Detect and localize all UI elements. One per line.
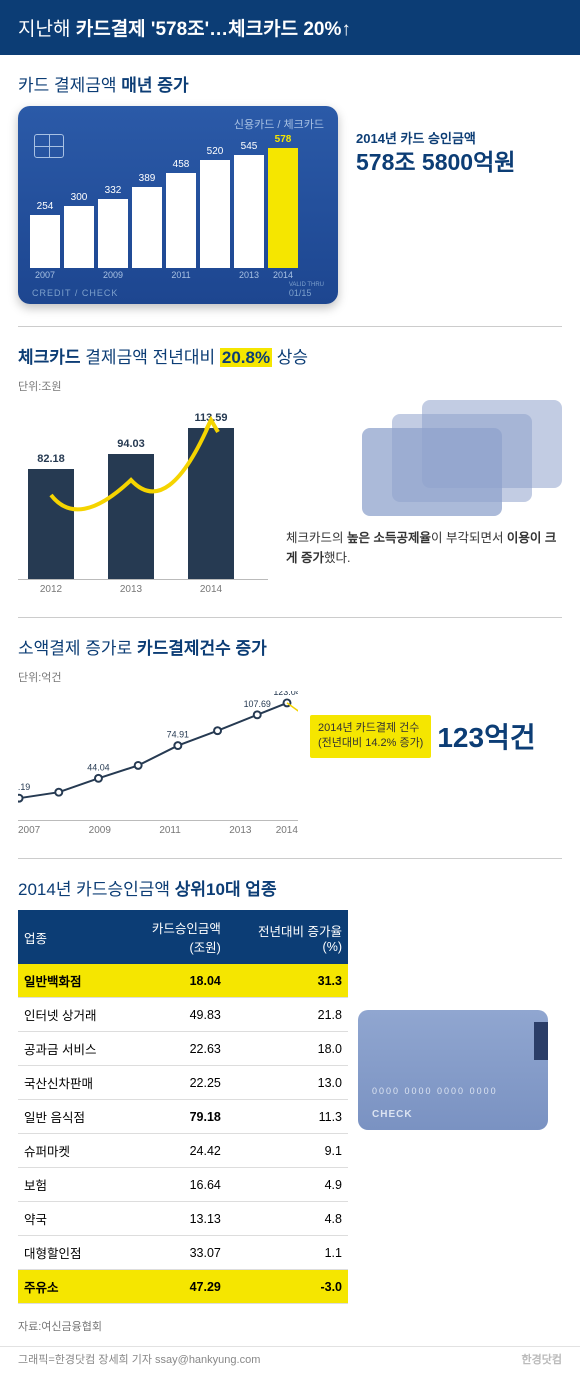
table-row: 일반백화점18.0431.3 xyxy=(18,964,348,998)
table-row: 주유소47.29-3.0 xyxy=(18,1270,348,1304)
page-header: 지난해 카드결제 '578조'…체크카드 20%↑ xyxy=(0,0,580,55)
s1-call-small: 2014년 카드 승인금액 xyxy=(356,128,562,147)
s1-bar: 578 xyxy=(268,148,298,268)
card-foot-right: VALID THRU01/15 xyxy=(289,282,324,298)
table-header: 업종 xyxy=(18,910,125,964)
svg-text:123.04: 123.04 xyxy=(273,691,298,697)
table-row: 국산신차판매22.2513.0 xyxy=(18,1066,348,1100)
s1-title: 카드 결제금액 매년 증가 xyxy=(18,71,562,96)
page-footer: 그래픽=한경닷컴 장세희 기자 ssay@hankyung.com 한경닷컴 xyxy=(0,1346,580,1385)
s1-bar: 254 xyxy=(30,215,60,268)
card-top-label: 신용카드 / 체크카드 xyxy=(234,116,324,132)
card-foot-left: CREDIT / CHECK xyxy=(32,288,118,298)
s1-years: 20072009201120132014 xyxy=(30,270,298,280)
s3-title-pre: 소액결제 xyxy=(18,639,81,658)
s3-chart: 29.19 44.04 74.91 107.69123.04 xyxy=(18,691,298,821)
s1-bar: 332 xyxy=(98,199,128,268)
table-row: 약국13.134.8 xyxy=(18,1202,348,1236)
check-card-number: 0000 0000 0000 0000 xyxy=(372,1086,498,1096)
s1-title-strong: 매년 증가 xyxy=(121,76,188,95)
s1-bar: 389 xyxy=(132,187,162,268)
table-row: 일반 음식점79.1811.3 xyxy=(18,1100,348,1134)
header-strong: 카드결제 '578조'…체크카드 20%↑ xyxy=(76,19,351,40)
s2-title: 체크카드 결제금액 전년대비 20.8% 상승 xyxy=(18,343,562,368)
s3-callout: 2014년 카드결제 건수(전년대비 14.2% 증가) 123억건 xyxy=(310,715,536,758)
s2-title-post: 상승 xyxy=(272,348,308,367)
table-row: 슈퍼마켓24.429.1 xyxy=(18,1134,348,1168)
svg-text:29.19: 29.19 xyxy=(18,782,30,792)
s2-bar: 94.03 xyxy=(108,454,154,579)
section-check-card: 체크카드 결제금액 전년대비 20.8% 상승 단위:조원 82.18 94.03… xyxy=(0,327,580,595)
s3-years: 20072009201120132014 xyxy=(18,825,298,836)
s2-title-mid: 결제금액 전년대비 xyxy=(81,348,220,367)
data-source: 자료:여신금융협회 xyxy=(0,1304,580,1338)
credit-card-graphic: 신용카드 / 체크카드 254300332389458520545578 200… xyxy=(18,106,338,304)
s1-call-big: 578조 5800억원 xyxy=(356,149,562,177)
check-card-graphic: 0000 0000 0000 0000 CHECK xyxy=(358,1010,562,1130)
svg-text:74.91: 74.91 xyxy=(167,730,189,740)
svg-text:44.04: 44.04 xyxy=(87,762,109,772)
section-top10: 2014년 카드승인금액 상위10대 업종 업종카드승인금액(조원)전년대비 증… xyxy=(0,859,580,1304)
s1-bar: 458 xyxy=(166,173,196,268)
footer-logo: 한경닷컴 xyxy=(522,1351,562,1367)
s3-unit: 단위:억건 xyxy=(18,669,562,685)
table-row: 공과금 서비스22.6318.0 xyxy=(18,1032,348,1066)
check-card-label: CHECK xyxy=(372,1109,413,1120)
header-pre: 지난해 xyxy=(18,19,76,40)
s3-title-mid: 증가로 xyxy=(81,639,137,658)
s2-note: 체크카드의 높은 소득공제율이 부각되면서 이용이 크게 증가했다. xyxy=(286,528,562,568)
s4-title-pre: 2014년 카드승인금액 xyxy=(18,880,175,899)
s4-title: 2014년 카드승인금액 상위10대 업종 xyxy=(18,875,562,900)
s2-bar: 82.18 xyxy=(28,469,74,579)
s1-title-pre: 카드 결제금액 xyxy=(18,76,121,95)
s2-chart: 82.18 94.03 113.59 xyxy=(18,400,268,580)
s2-bar: 113.59 xyxy=(188,428,234,579)
s1-bar: 520 xyxy=(200,160,230,268)
s1-bar: 545 xyxy=(234,155,264,268)
s4-title-strong: 상위10대 업종 xyxy=(175,880,277,899)
s2-years: 201220132014 xyxy=(18,584,268,595)
top10-table: 업종카드승인금액(조원)전년대비 증가율(%) 일반백화점18.0431.3인터… xyxy=(18,910,348,1304)
footer-credit: 그래픽=한경닷컴 장세희 기자 ssay@hankyung.com xyxy=(18,1351,260,1367)
s1-callout: 2014년 카드 승인금액 578조 5800억원 xyxy=(356,128,562,177)
s1-bars: 254300332389458520545578 xyxy=(30,148,298,268)
s1-bar: 300 xyxy=(64,206,94,268)
table-row: 대형할인점33.071.1 xyxy=(18,1236,348,1270)
ghost-cards-graphic xyxy=(362,400,562,520)
section-card-amount: 카드 결제금액 매년 증가 신용카드 / 체크카드 25430033238945… xyxy=(0,55,580,304)
s2-unit: 단위:조원 xyxy=(18,378,562,394)
s3-call-box: 2014년 카드결제 건수(전년대비 14.2% 증가) xyxy=(310,715,431,758)
table-row: 보험16.644.9 xyxy=(18,1168,348,1202)
table-header: 카드승인금액(조원) xyxy=(125,910,227,964)
section-transactions: 소액결제 증가로 카드결제건수 증가 단위:억건 29.19 44.04 74.91… xyxy=(0,618,580,836)
svg-text:107.69: 107.69 xyxy=(244,699,271,709)
s3-title-strong: 카드결제건수 증가 xyxy=(137,639,267,658)
s2-title-pre: 체크카드 xyxy=(18,348,81,367)
s3-call-big: 123억건 xyxy=(437,716,535,756)
table-header: 전년대비 증가율(%) xyxy=(227,910,348,964)
table-row: 인터넷 상거래49.8321.8 xyxy=(18,998,348,1032)
s2-title-hl: 20.8% xyxy=(220,348,272,367)
s3-title: 소액결제 증가로 카드결제건수 증가 xyxy=(18,634,562,659)
